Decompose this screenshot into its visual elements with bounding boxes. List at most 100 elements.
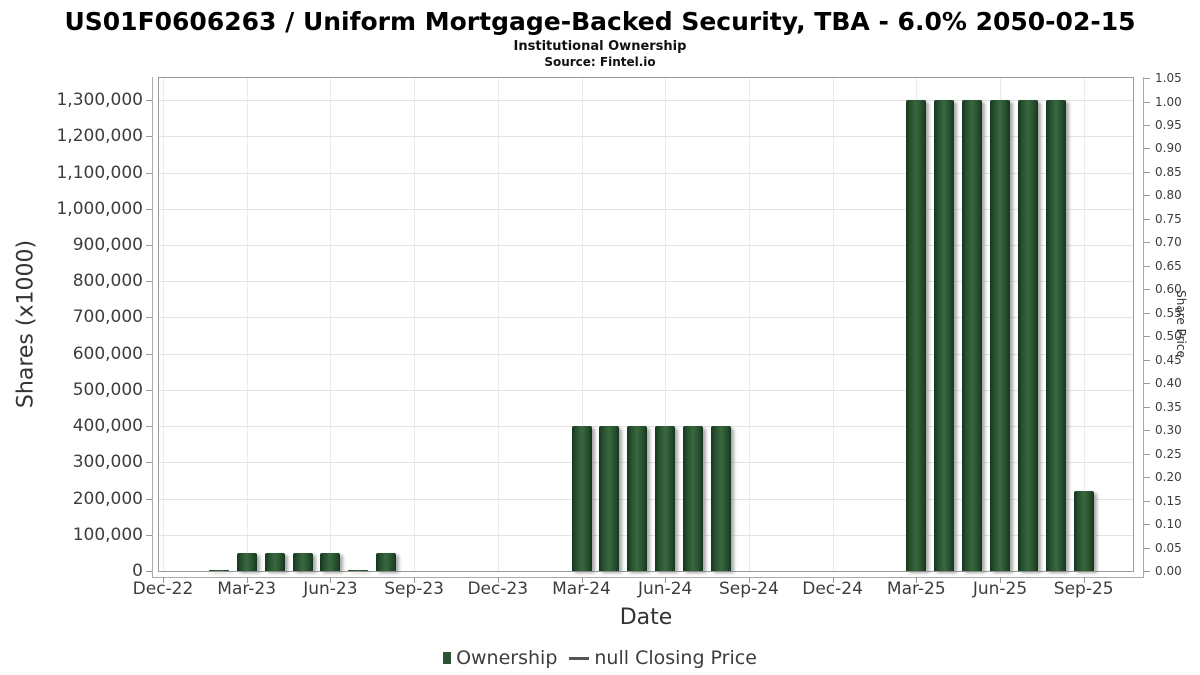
- left-tick-label: 0: [132, 561, 143, 581]
- right-tick-label: 0.70: [1155, 235, 1182, 250]
- left-tick-label: 600,000: [72, 343, 143, 364]
- v-gridline: [1083, 78, 1085, 571]
- left-tick: [146, 498, 152, 500]
- right-tick-label: 0.15: [1155, 493, 1182, 508]
- right-axis-line: [1143, 77, 1144, 577]
- x-axis-title: Date: [619, 605, 673, 630]
- right-tick-label: 0.35: [1155, 399, 1182, 414]
- bar-Jun-25: [990, 100, 1010, 571]
- left-tick: [146, 136, 152, 138]
- right-tick: [1144, 336, 1150, 338]
- bar-May-25: [962, 100, 983, 571]
- left-tick: [146, 353, 152, 355]
- legend-label: Ownership: [456, 647, 558, 669]
- x-tick: [163, 577, 164, 583]
- h-gridline: [159, 281, 1133, 283]
- left-tick: [146, 389, 152, 391]
- right-tick: [1144, 148, 1150, 150]
- right-tick: [1144, 218, 1150, 220]
- x-tick-label: Jun-25: [972, 579, 1028, 599]
- left-tick: [146, 571, 152, 572]
- right-tick-label: 0.90: [1155, 141, 1182, 156]
- right-tick: [1144, 312, 1150, 314]
- left-tick-label: 1,000,000: [56, 198, 143, 219]
- bottom-axis-line: [152, 577, 1144, 578]
- h-gridline: [159, 353, 1133, 355]
- right-tick-label: 0.00: [1155, 564, 1182, 578]
- right-tick-label: 0.40: [1155, 376, 1182, 391]
- right-tick-label: 0.65: [1155, 258, 1182, 273]
- right-tick-label: 0.60: [1155, 282, 1182, 297]
- right-tick: [1144, 383, 1150, 385]
- right-tick-label: 0.55: [1155, 305, 1182, 320]
- v-gridline: [163, 78, 164, 571]
- plot-area: [158, 77, 1134, 572]
- chart-source: Source: Fintel.io: [544, 55, 656, 69]
- bar-Apr-25: [934, 100, 955, 571]
- bar-May-24: [627, 426, 648, 571]
- legend: Ownership null Closing Price: [0, 647, 1200, 669]
- legend-item-ownership[interactable]: Ownership: [443, 647, 557, 669]
- left-axis-line: [152, 77, 153, 577]
- x-tick-label: Dec-24: [802, 579, 863, 599]
- right-tick: [1144, 171, 1150, 173]
- x-tick: [414, 577, 416, 583]
- left-tick: [146, 317, 152, 319]
- x-tick-label: Dec-22: [132, 579, 194, 599]
- legend-line-swatch-icon: [569, 656, 590, 660]
- h-gridline: [159, 244, 1133, 246]
- left-tick-label: 1,300,000: [56, 90, 143, 110]
- bar-Sep-25: [1073, 491, 1094, 571]
- v-gridline: [832, 78, 834, 571]
- left-tick: [146, 208, 152, 210]
- bar-Jul-25: [1017, 100, 1038, 571]
- right-tick: [1144, 101, 1150, 103]
- x-tick: [665, 577, 667, 583]
- x-tick: [1083, 577, 1085, 583]
- bar-Feb-23: [208, 570, 229, 571]
- bar-May-23: [292, 553, 313, 571]
- x-tick: [581, 577, 583, 583]
- h-gridline: [159, 317, 1133, 319]
- v-gridline: [497, 78, 499, 571]
- v-gridline: [246, 78, 248, 571]
- bar-Aug-24: [711, 426, 731, 571]
- h-gridline: [159, 136, 1133, 138]
- right-tick: [1144, 547, 1150, 549]
- right-tick-label: 0.25: [1155, 446, 1182, 461]
- left-tick: [146, 462, 152, 464]
- h-gridline: [159, 389, 1133, 391]
- right-axis-title: Share Price: [1174, 290, 1188, 358]
- chart-title: US01F0606263 / Uniform Mortgage-Backed S…: [64, 7, 1136, 36]
- x-tick-label: Sep-24: [718, 579, 779, 599]
- x-tick: [497, 577, 499, 583]
- v-gridline: [330, 78, 332, 571]
- left-tick-label: 100,000: [72, 524, 143, 545]
- left-tick-label: 500,000: [72, 379, 143, 400]
- h-gridline: [159, 172, 1133, 174]
- bar-Apr-24: [599, 426, 620, 571]
- left-tick-label: 1,200,000: [56, 126, 143, 147]
- left-tick: [146, 100, 152, 101]
- right-tick-label: 0.30: [1155, 423, 1182, 438]
- right-tick: [1144, 430, 1150, 432]
- right-tick-label: 0.05: [1155, 540, 1182, 555]
- x-tick-label: Dec-23: [467, 579, 529, 599]
- left-tick-label: 900,000: [72, 234, 143, 255]
- left-tick-label: 1,100,000: [56, 162, 143, 183]
- x-tick: [916, 577, 918, 583]
- legend-square-swatch-icon: [443, 652, 452, 664]
- v-gridline: [581, 78, 583, 571]
- x-tick: [246, 577, 248, 583]
- x-tick: [748, 577, 750, 583]
- legend-label: null Closing Price: [594, 647, 757, 669]
- left-axis-title: Shares (x1000): [13, 239, 39, 409]
- right-tick-label: 0.75: [1155, 211, 1182, 226]
- x-tick-label: Mar-25: [886, 579, 946, 599]
- right-tick-label: 0.20: [1155, 470, 1182, 485]
- right-tick: [1144, 242, 1150, 244]
- right-tick: [1144, 571, 1150, 572]
- x-tick-label: Sep-23: [384, 579, 444, 599]
- right-tick: [1144, 477, 1150, 479]
- legend-item-closing-price[interactable]: null Closing Price: [569, 647, 757, 669]
